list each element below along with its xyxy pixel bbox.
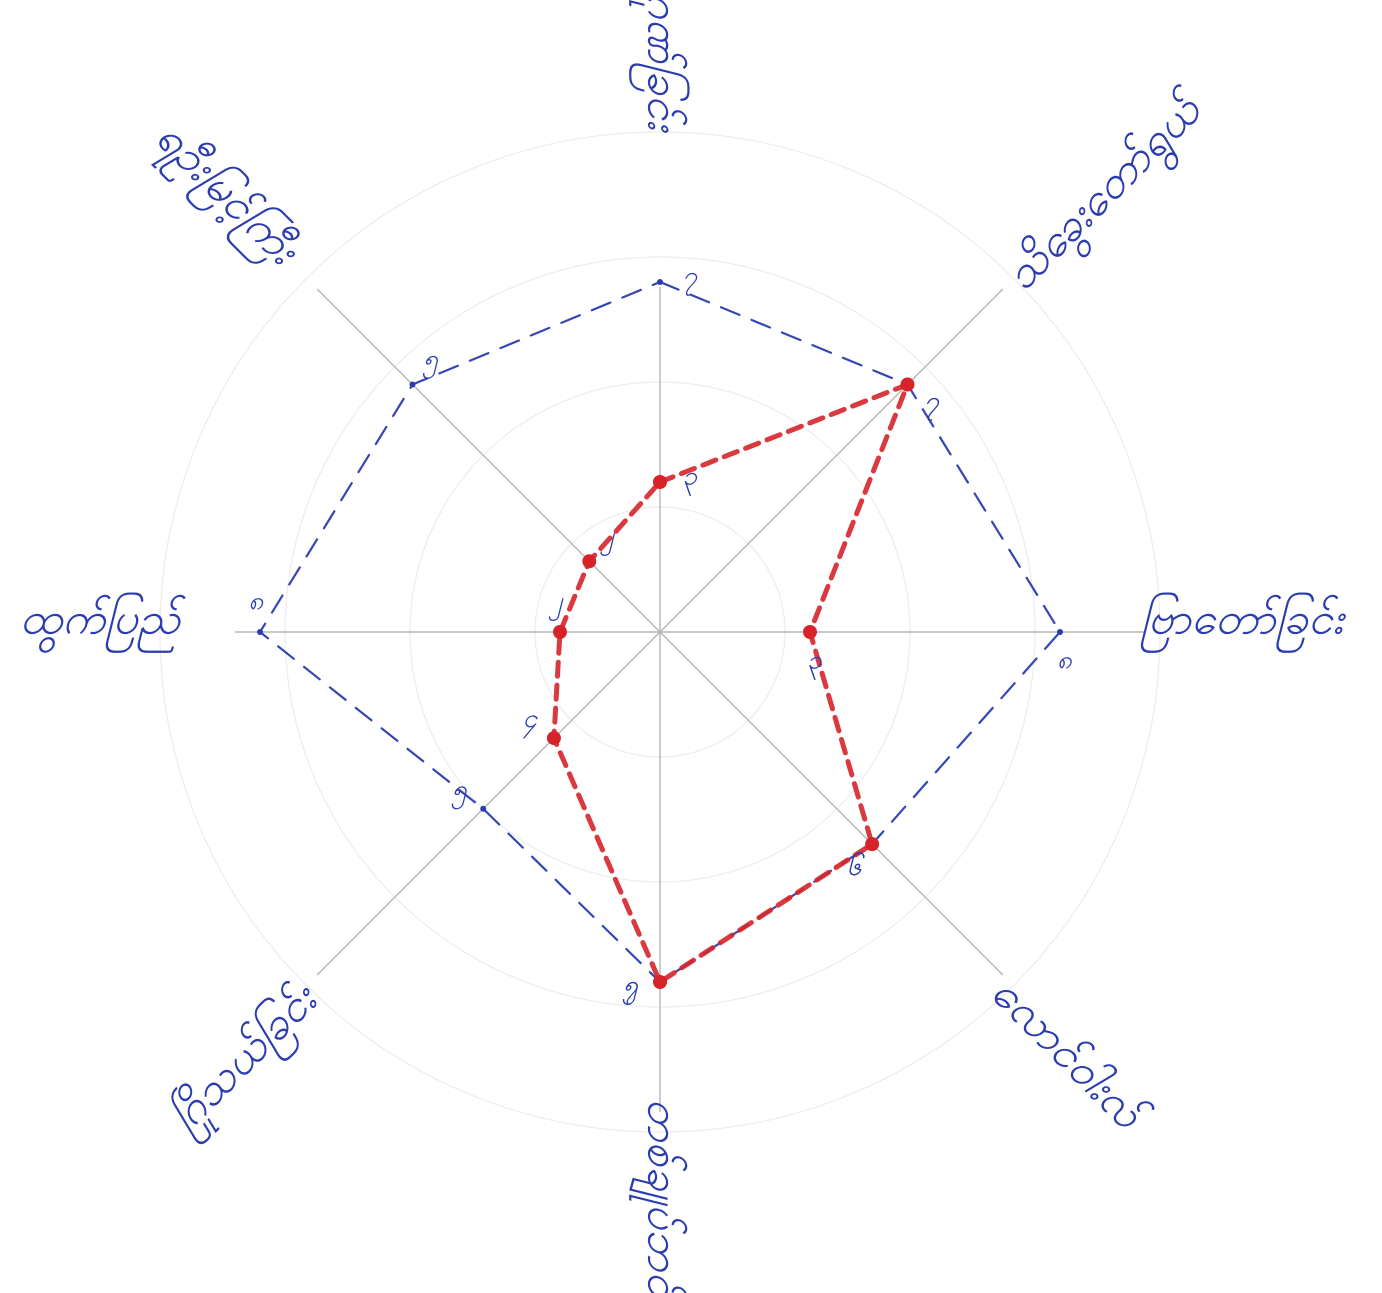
value-label-s2-2: ၇ <box>924 386 939 421</box>
data-point-s2-3 <box>803 625 817 639</box>
value-label-s2-6: ၄ <box>523 704 539 739</box>
value-label-s2-8: ၂ <box>600 521 616 556</box>
category-label-7: ထွက်ပြည် <box>20 592 186 654</box>
data-point-s2-6 <box>546 731 561 746</box>
data-point-s2-5 <box>653 975 667 989</box>
category-label-5: တစ်ချုပ်ဘင်ဝုံး <box>629 1098 689 1293</box>
value-label-s2-1: ၃ <box>682 462 697 497</box>
data-point-s2-2 <box>900 377 915 392</box>
radar-series <box>257 279 1063 989</box>
data-point-s2-1 <box>653 475 667 489</box>
value-label-s1-6: ၅ <box>451 775 467 810</box>
radar-labels: ဂုဏ်ခြင်းသိခွေးတော်ရွယ်ဗြာတော်ခြင်းလောင်… <box>20 0 1347 1293</box>
value-label-s1-3: ၈ <box>1057 646 1073 676</box>
data-point-s2-7 <box>553 625 567 639</box>
axis-line-8 <box>316 288 661 633</box>
value-label-s2-3: ၃ <box>807 646 822 681</box>
data-point-s1-7 <box>257 629 263 635</box>
value-label-s2-5: ၅ <box>622 970 638 1005</box>
radar-grid <box>159 131 1161 1133</box>
value-label-s1-1: ၇ <box>682 262 697 297</box>
category-label-6: ဂြိုသယ်ခြင်း <box>158 971 335 1148</box>
axis-line-2 <box>659 288 1004 633</box>
axis-line-6 <box>316 631 661 976</box>
category-label-1: ဂုဏ်ခြင်း <box>629 0 691 133</box>
category-label-8: ရဦးမြင့်ကြီး <box>139 110 312 283</box>
data-point-s2-4 <box>865 837 880 852</box>
value-label-s1-7: ၈ <box>248 586 264 616</box>
data-point-s1-6 <box>480 805 487 812</box>
axis-line-4 <box>659 631 1004 976</box>
category-label-2: သိခွေးတော်ရွယ် <box>995 81 1221 307</box>
value-label-s1-4: ၆ <box>847 852 865 882</box>
grid-ring-4 <box>159 131 1161 1133</box>
data-point-s2-8 <box>582 554 597 569</box>
category-label-3: ဗြာတော်ခြင်း <box>1140 592 1346 654</box>
series-line-2 <box>551 380 912 986</box>
value-label-s1-2: ၇ <box>924 386 939 421</box>
data-point-s1-3 <box>1057 629 1063 635</box>
value-label-s2-4: ၆ <box>847 852 865 882</box>
category-label-4: လောင်ဝါးလ် <box>981 967 1157 1143</box>
value-label-s2-7: ၂ <box>548 586 564 621</box>
data-point-s1-1 <box>657 279 663 285</box>
value-label-s1-8: ၅ <box>422 344 438 379</box>
data-point-s1-8 <box>409 381 416 388</box>
value-label-s1-5: ၇ <box>623 970 638 1005</box>
